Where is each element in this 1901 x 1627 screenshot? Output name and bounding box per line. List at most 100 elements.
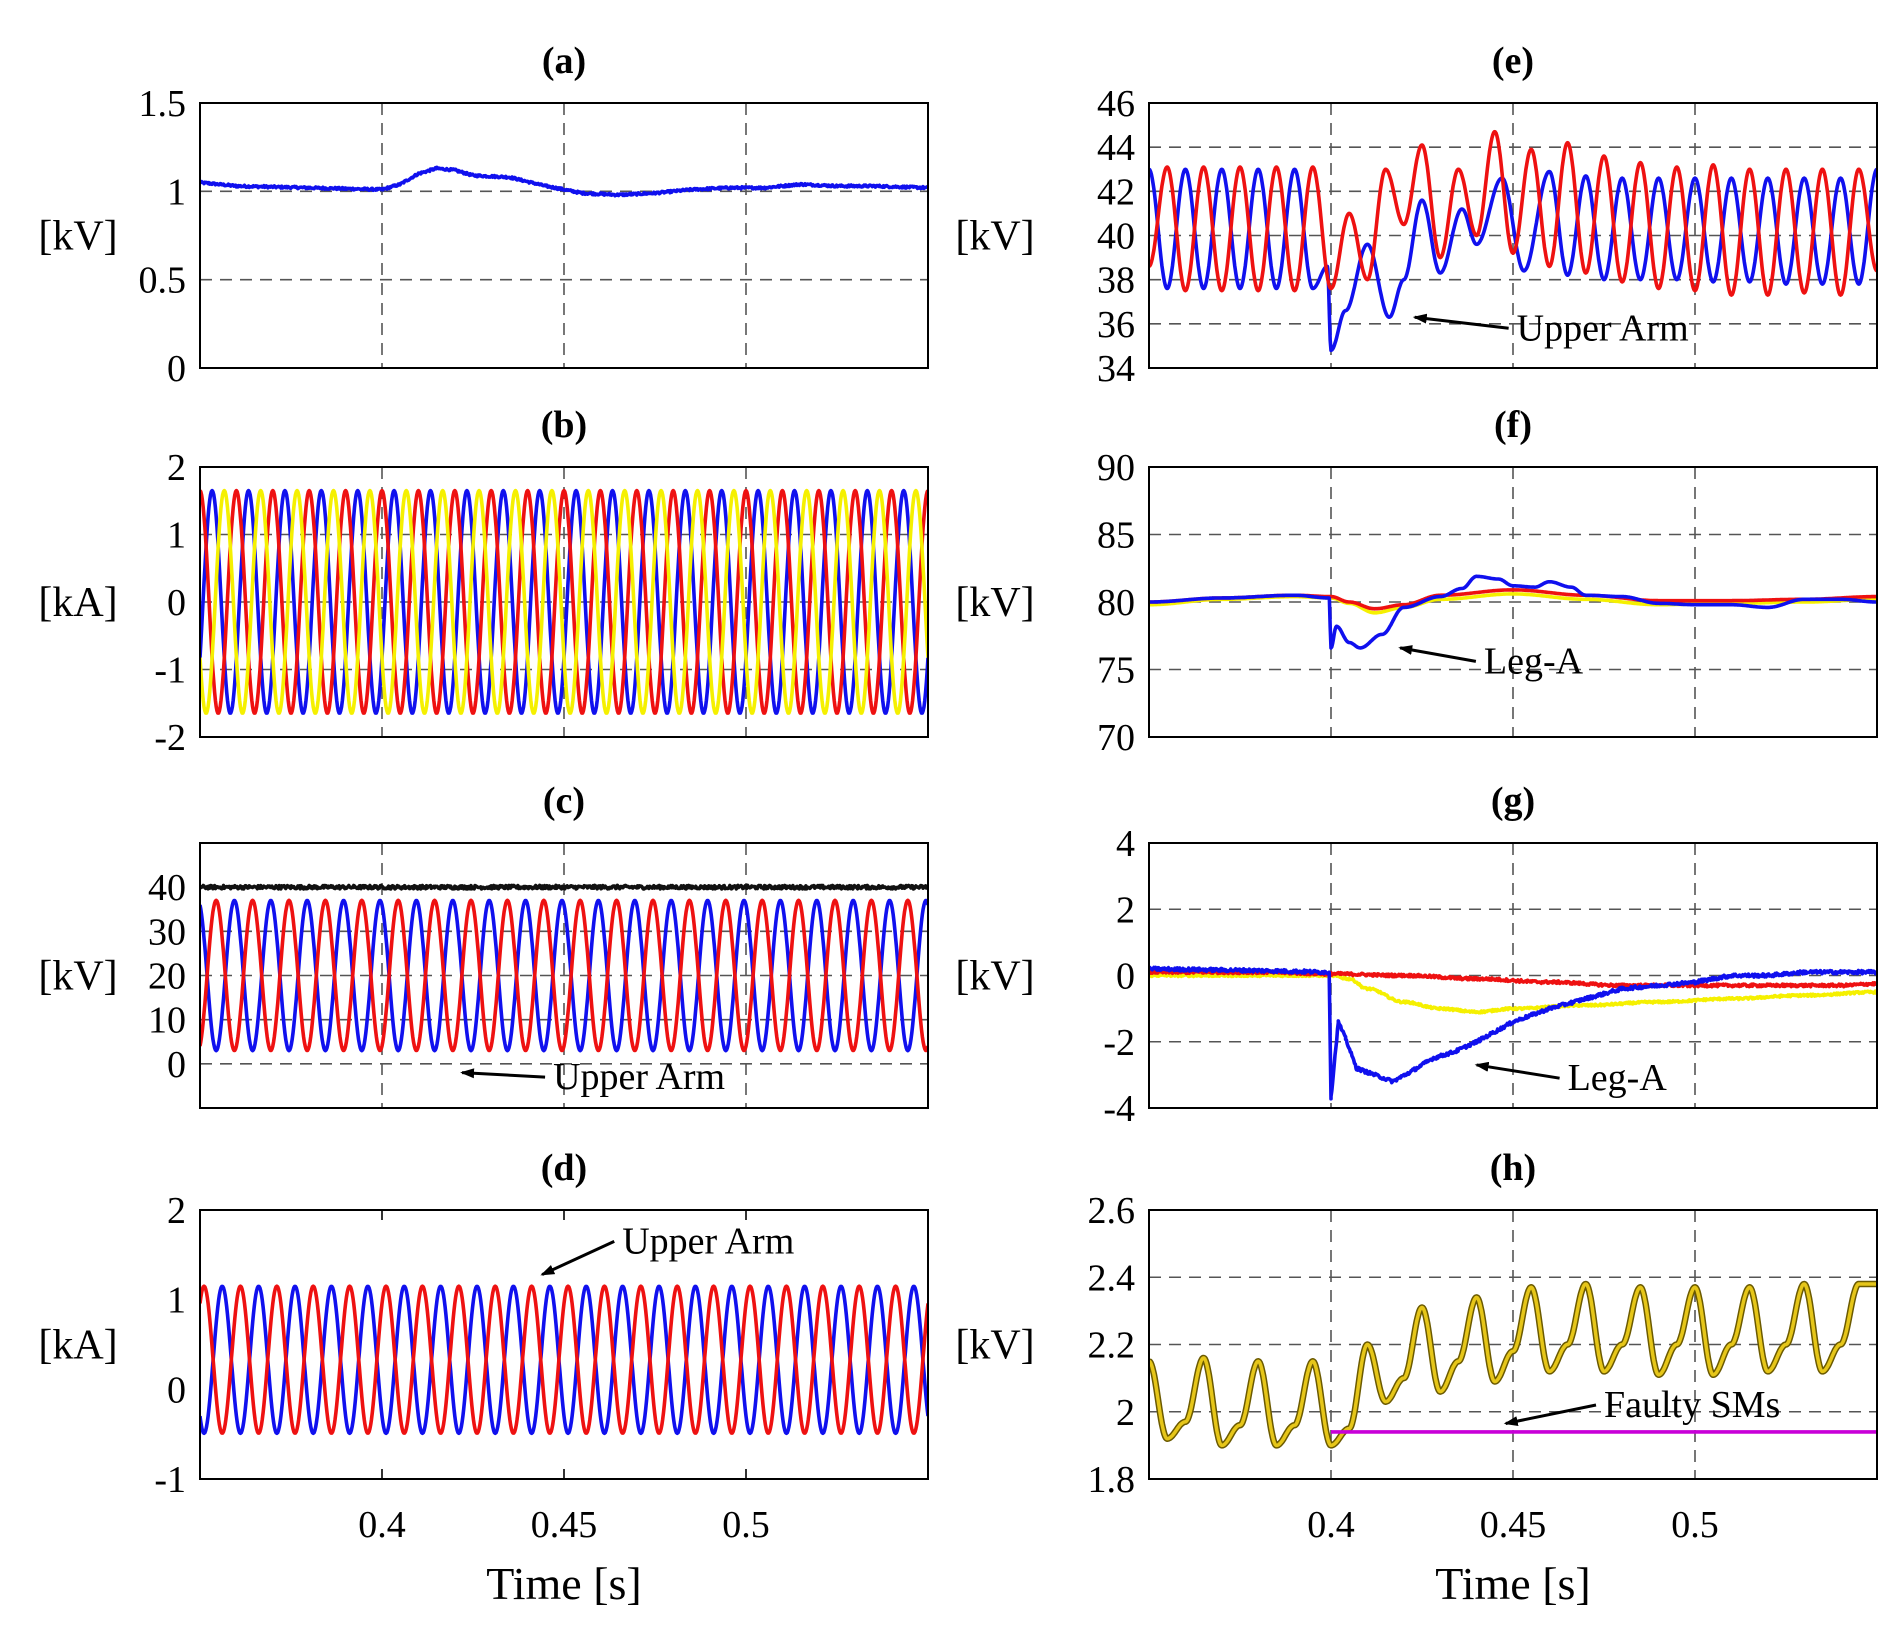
x-tick-label: 0.5: [722, 1504, 770, 1546]
panel-d: (d) -1 0 1 2 [kA] 0.4 0.45 0.5 Time [s] Upper Arm: [38, 1147, 929, 1609]
y-tick-label: 10: [148, 1000, 186, 1042]
annotation-label: Upper Arm: [1517, 307, 1689, 349]
y-tick-label: 1.8: [1088, 1459, 1136, 1501]
panel-f: (f) 70 75 80 85 90 [kV] Leg-A: [955, 404, 1878, 759]
y-tick-label: 0: [167, 582, 186, 624]
series-leg-a: [1149, 965, 1877, 1101]
annotation-label: Upper Arm: [553, 1056, 725, 1098]
plot-frame: [199, 466, 929, 738]
annotation-arrow: [540, 1240, 615, 1276]
y-tick-label: 2: [1116, 1392, 1135, 1434]
series-yellow: [1149, 972, 1877, 1015]
annotation-arrow: [1398, 645, 1477, 663]
y-axis-label: [kV]: [38, 954, 117, 1000]
panel-c-title: (c): [543, 780, 585, 822]
y-axis-label: [kV]: [955, 214, 1034, 260]
y-tick-label: 1: [167, 1280, 186, 1322]
series-phase-3: [200, 488, 928, 715]
y-axis-label: [kV]: [38, 214, 117, 260]
y-tick-label: 40: [1097, 216, 1135, 258]
y-tick-label: 44: [1097, 127, 1135, 169]
x-tick-label: 0.45: [1480, 1504, 1547, 1546]
y-tick-label: 46: [1097, 83, 1135, 125]
y-axis-label: [kA]: [38, 1323, 117, 1369]
plot-frame: [1148, 842, 1878, 1109]
y-axis-label: [kV]: [955, 954, 1034, 1000]
y-tick-label: 85: [1097, 515, 1135, 557]
annotation-arrow: [1474, 1061, 1560, 1080]
y-tick-label: 2: [167, 447, 186, 489]
y-tick-label: 42: [1097, 171, 1135, 213]
y-tick-label: 36: [1097, 304, 1135, 346]
y-tick-label: 0: [167, 1369, 186, 1411]
panel-g: (g) -4 -2 0 2 4 [kV] Leg-A: [955, 780, 1878, 1130]
panel-a: (a) 0 0.5 1 1.5 [kV]: [38, 40, 929, 390]
series-healthy-sm: [1149, 1282, 1877, 1448]
x-tick-label: 0.4: [358, 1504, 406, 1546]
plot-frame: [1148, 466, 1878, 738]
y-tick-label: 38: [1097, 260, 1135, 302]
y-axis-label: [kA]: [38, 580, 117, 626]
y-tick-label: 2: [1116, 889, 1135, 931]
panel-h: (h) 1.8 2 2.2 2.4 2.6 [kV] 0.4 0.45 0.5 Time [s] Fa…: [955, 1147, 1878, 1609]
y-tick-label: 40: [148, 867, 186, 909]
y-tick-label: 0: [167, 348, 186, 390]
panel-b: (b) -2 -1 0 1 2 [kA]: [38, 404, 929, 759]
panel-a-title: (a): [542, 40, 586, 82]
annotation-label: Leg-A: [1484, 640, 1584, 682]
annotation-arrow: [1503, 1403, 1597, 1427]
annotation-label: Upper Arm: [622, 1220, 794, 1262]
y-tick-label: 20: [148, 956, 186, 998]
series-blue: [200, 165, 928, 198]
y-axis-label: [kV]: [955, 580, 1034, 626]
y-tick-label: 4: [1116, 823, 1135, 865]
x-axis-label: Time [s]: [1435, 1558, 1591, 1609]
y-tick-label: -2: [1103, 1022, 1135, 1064]
x-tick-label: 0.5: [1671, 1504, 1719, 1546]
y-tick-label: -4: [1103, 1088, 1135, 1130]
plot-frame: [199, 842, 929, 1109]
annotation-label: Faulty SMs: [1604, 1384, 1780, 1426]
x-tick-label: 0.45: [531, 1504, 598, 1546]
panel-h-title: (h): [1490, 1147, 1536, 1189]
series-upper-arm: [200, 898, 928, 1053]
y-tick-label: 34: [1097, 348, 1135, 390]
plot-frame: [1148, 102, 1878, 369]
series-lower-arm: [200, 898, 928, 1053]
y-tick-label: -1: [154, 1459, 186, 1501]
y-tick-label: 0: [167, 1044, 186, 1086]
y-tick-label: 1: [167, 171, 186, 213]
y-tick-label: 90: [1097, 447, 1135, 489]
panel-d-title: (d): [541, 1147, 587, 1189]
y-tick-label: 70: [1097, 717, 1135, 759]
series-lower-arm: [200, 1284, 928, 1435]
y-tick-label: 2.6: [1088, 1190, 1136, 1232]
annotation-arrow: [460, 1068, 546, 1079]
y-tick-label: -2: [154, 717, 186, 759]
y-tick-label: -1: [154, 650, 186, 692]
y-tick-label: 1: [167, 515, 186, 557]
x-axis-label: Time [s]: [486, 1558, 642, 1609]
series-lower-arm: [1149, 129, 1877, 297]
panel-g-title: (g): [1491, 780, 1535, 822]
plot-frame: [199, 1209, 929, 1480]
panel-e-title: (e): [1492, 40, 1534, 82]
y-tick-label: 30: [148, 911, 186, 953]
y-tick-label: 2.4: [1088, 1257, 1136, 1299]
series-leg-a: [1149, 574, 1877, 650]
y-tick-label: 0: [1116, 956, 1135, 998]
panel-f-title: (f): [1494, 404, 1532, 446]
y-tick-label: 2.2: [1088, 1325, 1136, 1367]
series-upper-arm: [1149, 167, 1877, 353]
series-dc: [200, 883, 928, 891]
series-upper-arm: [200, 1284, 928, 1436]
y-tick-label: 1.5: [139, 83, 187, 125]
plot-frame: [199, 102, 929, 369]
annotation-arrow: [1412, 313, 1509, 330]
plot-frame: [1148, 1209, 1878, 1480]
annotation-label: Leg-A: [1568, 1057, 1668, 1099]
y-tick-label: 0.5: [139, 260, 187, 302]
